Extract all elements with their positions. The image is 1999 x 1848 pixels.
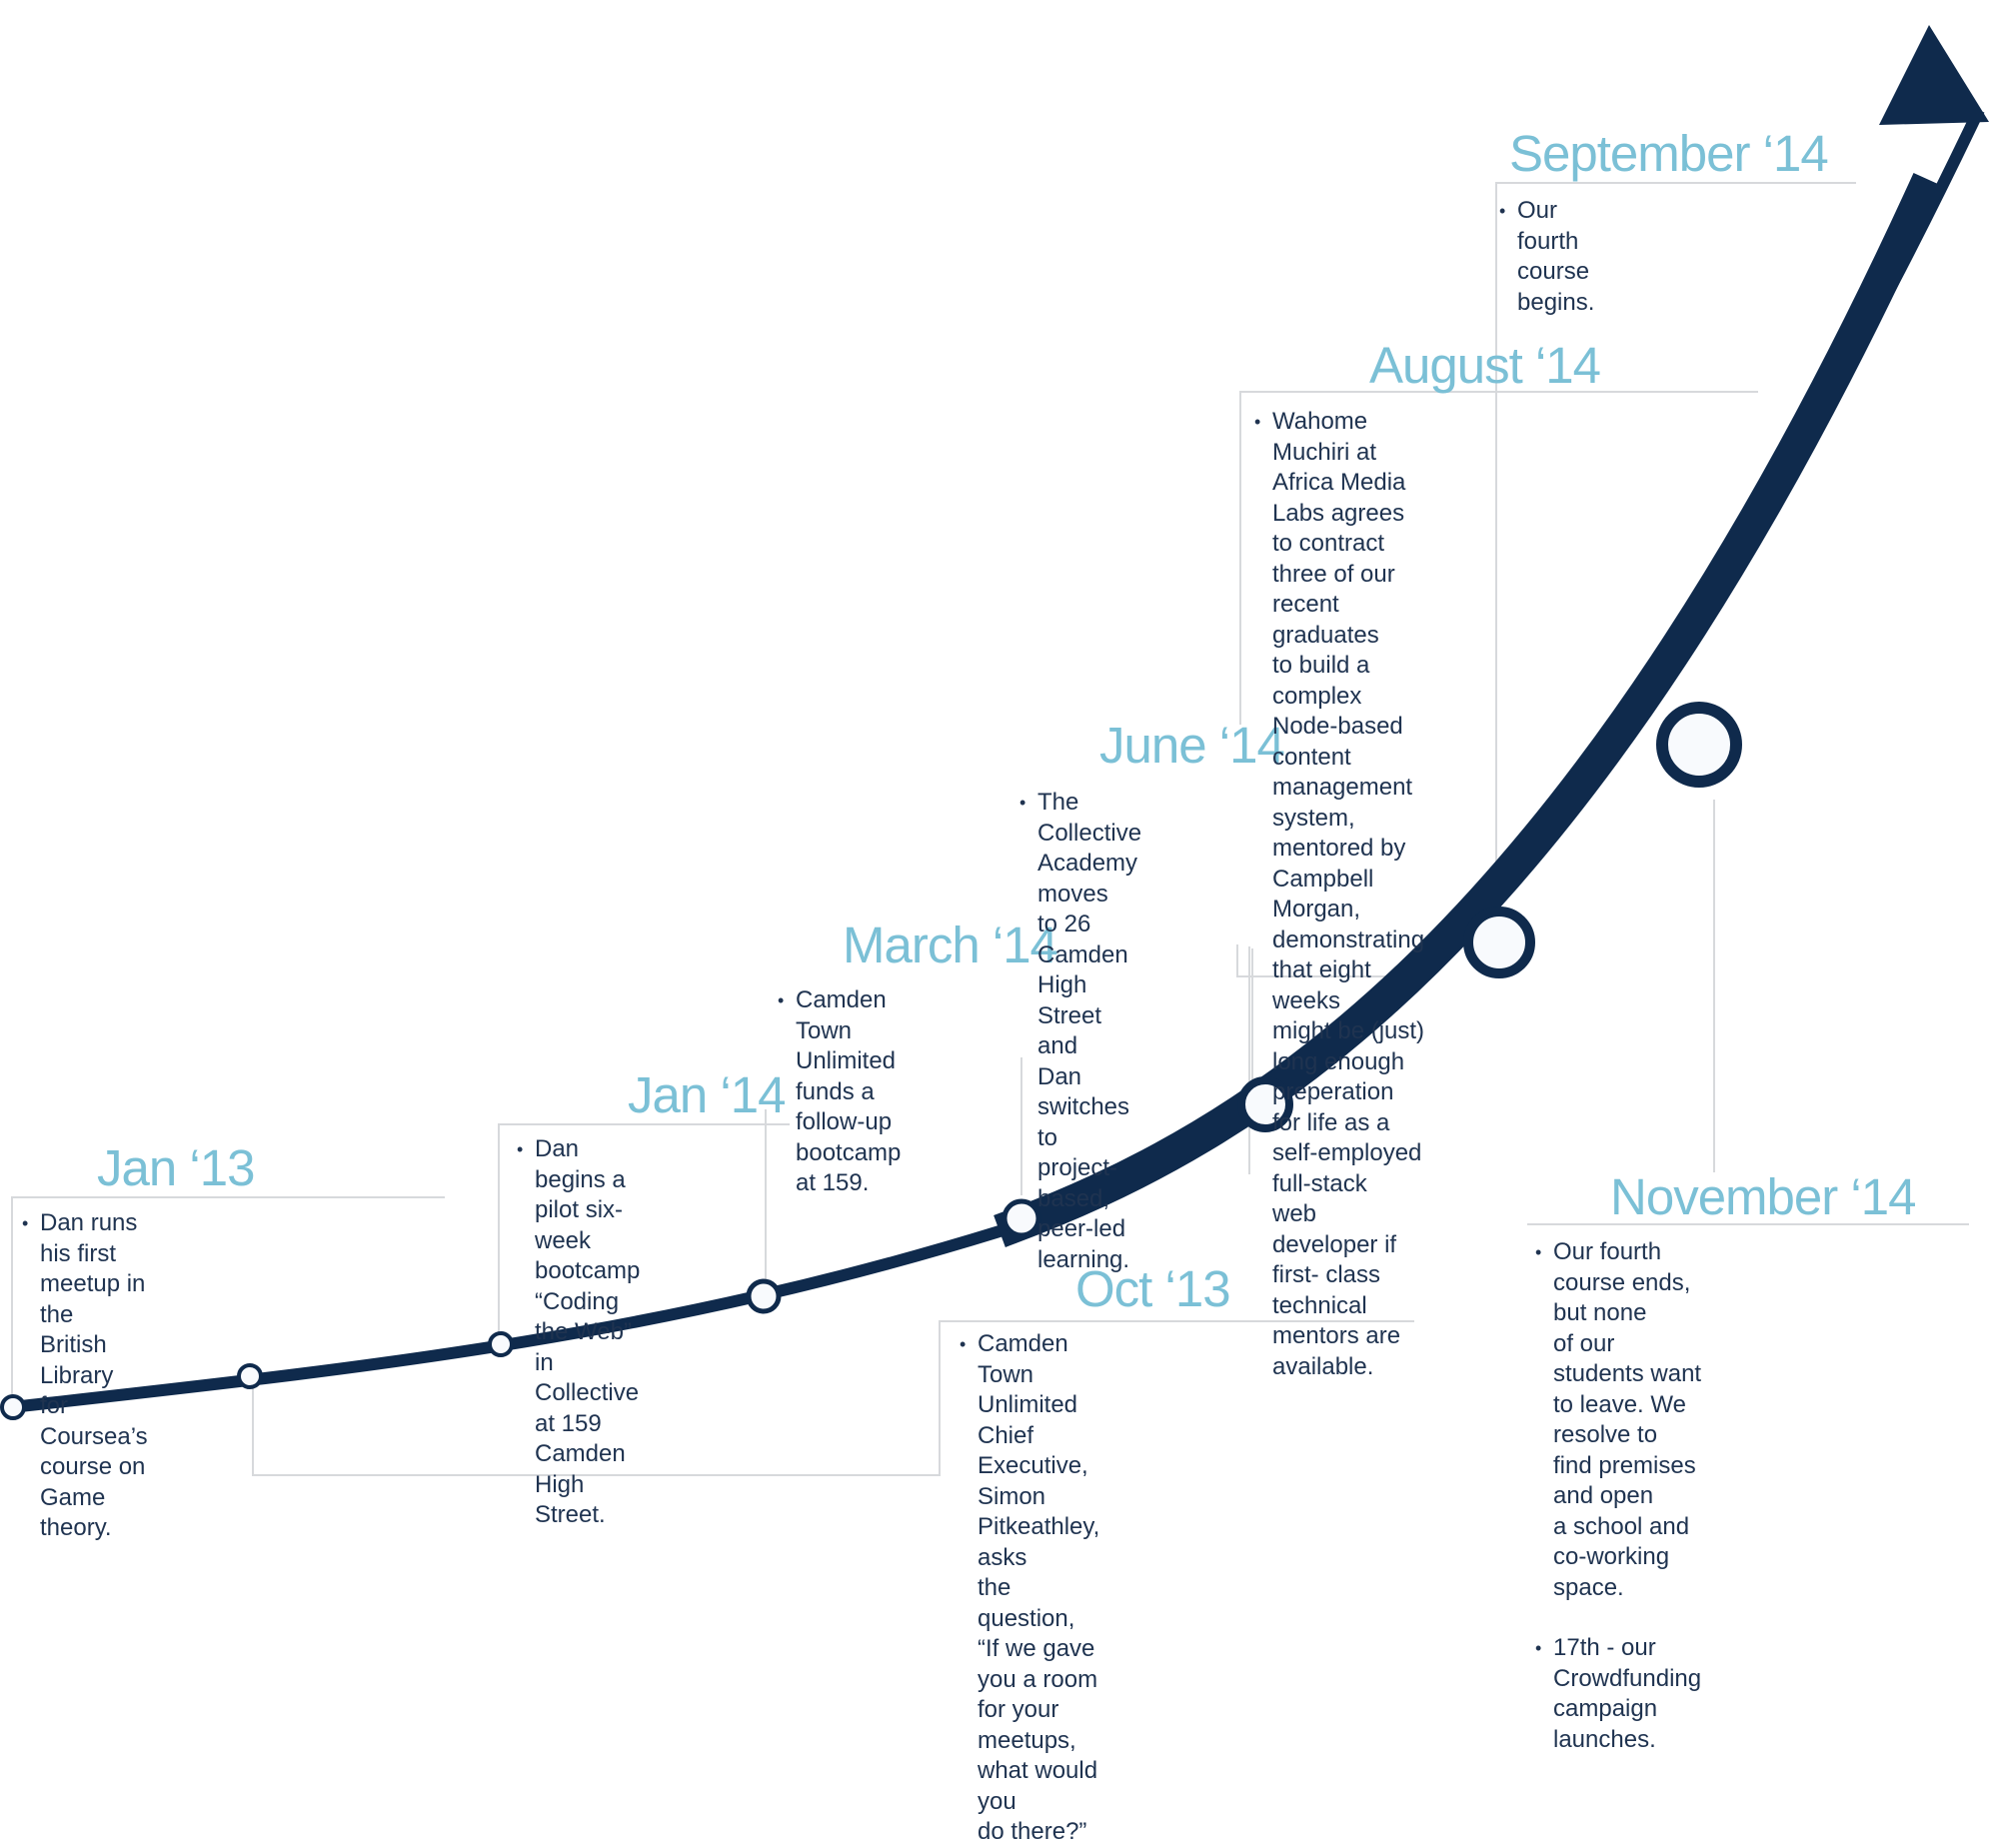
event-description-list: Camden Town Unlimited funds a follow-up … (778, 985, 901, 1199)
milestone-marker (237, 1363, 263, 1389)
event-description: Camden Town Unlimited Chief Executive, S… (960, 1329, 1099, 1848)
event-description-list: The Collective Academy moves to 26 Camde… (1019, 788, 1141, 1275)
event-title: November ‘14 (1610, 1168, 1916, 1225)
event-description-list: Dan runs his first meetup in the British… (22, 1208, 148, 1544)
connector-line (1495, 182, 1856, 396)
connector-lines (11, 182, 1969, 1476)
milestone-marker (1656, 702, 1742, 788)
timeline-arrowhead (1879, 25, 1989, 125)
event-description: 17th - our Crowdfunding campaign launche… (1535, 1633, 1701, 1755)
event-description: Our fourth course ends, but none of our … (1535, 1237, 1701, 1603)
event-description: Wahome Muchiri at Africa Media Labs agre… (1254, 407, 1424, 1382)
milestone-marker (0, 1394, 26, 1420)
event-description-list: Dan begins a pilot six-week bootcamp “Co… (517, 1134, 640, 1531)
event-description-list: Camden Town Unlimited Chief Executive, S… (960, 1329, 1099, 1848)
connector-line (1239, 391, 1758, 725)
event-description: Camden Town Unlimited funds a follow-up … (778, 985, 901, 1199)
event-description-list: Wahome Muchiri at Africa Media Labs agre… (1254, 407, 1424, 1382)
event-description-list: Our fourth course begins. (1499, 196, 1594, 318)
timeline-curve-start (12, 1231, 1000, 1407)
event-description: The Collective Academy moves to 26 Camde… (1019, 788, 1141, 1275)
connector-line (11, 1196, 445, 1407)
connector-line (498, 1123, 790, 1346)
milestone-marker (1463, 907, 1535, 978)
event-title: Jan ‘13 (97, 1139, 255, 1196)
event-description: Dan runs his first meetup in the British… (22, 1208, 148, 1544)
event-title: Jan ‘14 (628, 1066, 786, 1123)
event-title: August ‘14 (1369, 337, 1601, 394)
connector-line (252, 1320, 1414, 1476)
milestone-marker (488, 1331, 514, 1357)
event-description-list: Our fourth course ends, but none of our … (1535, 1237, 1701, 1755)
event-description: Our fourth course begins. (1499, 196, 1594, 318)
event-description: Dan begins a pilot six-week bootcamp “Co… (517, 1134, 640, 1531)
event-title: September ‘14 (1509, 125, 1829, 182)
milestone-marker (746, 1278, 782, 1314)
